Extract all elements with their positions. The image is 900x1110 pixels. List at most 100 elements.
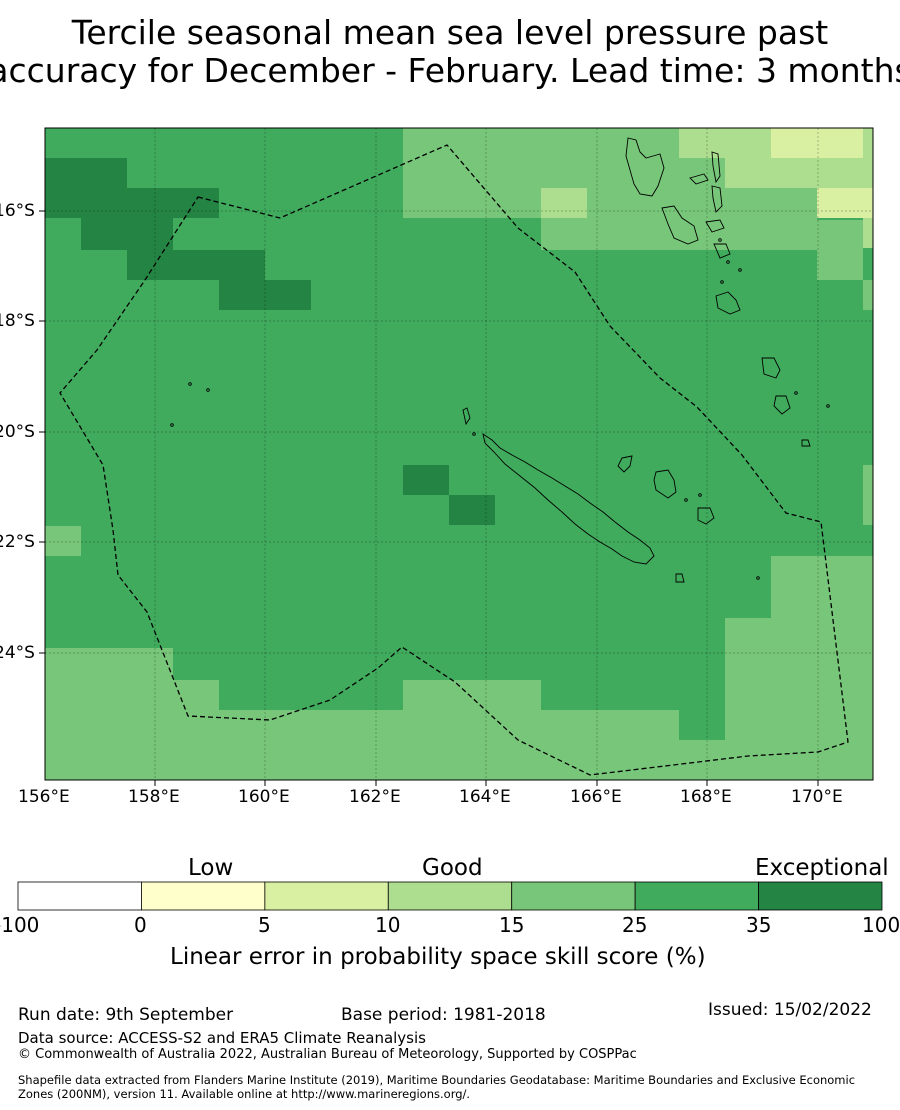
skill-grid xyxy=(45,128,873,780)
colorbar-swatch xyxy=(634,881,759,911)
skill-cell xyxy=(863,128,873,188)
islet xyxy=(684,498,688,502)
islet xyxy=(826,404,830,408)
islet xyxy=(738,268,742,272)
skill-cell xyxy=(863,587,873,780)
map-frame xyxy=(44,127,874,781)
colorbar-swatch xyxy=(758,881,883,911)
islet xyxy=(720,280,724,284)
shapefile-credit-2: Zones (200NM), version 11. Available onl… xyxy=(18,1087,471,1101)
vanuatu-ambae-coast xyxy=(689,173,709,185)
shapefile-credit-1: Shapefile data extracted from Flanders M… xyxy=(18,1073,856,1087)
lat-label-16s: 16°S xyxy=(0,201,35,221)
loyalty-island-1-coast xyxy=(617,455,633,473)
colorbar-tick: 35 xyxy=(746,913,772,937)
run-date: Run date: 9th September xyxy=(18,1005,234,1025)
coastlines xyxy=(170,137,830,583)
islet xyxy=(794,391,798,395)
vanuatu-efate-coast xyxy=(715,291,741,315)
skill-cell xyxy=(45,158,127,218)
skill-cell xyxy=(403,128,541,218)
category-low: Low xyxy=(188,855,234,881)
lon-label-160e: 160°E xyxy=(238,787,290,807)
skill-cell xyxy=(45,526,81,556)
colorbar-swatch xyxy=(511,881,636,911)
islet xyxy=(188,382,192,386)
colorbar-tick: -100 xyxy=(0,913,40,937)
new-caledonia-coast xyxy=(482,433,655,565)
loyalty-island-3-coast xyxy=(697,507,715,525)
lon-label-156e: 156°E xyxy=(18,787,70,807)
skill-cell xyxy=(127,250,265,280)
skill-cell xyxy=(173,680,219,780)
colorbar xyxy=(17,881,883,911)
skill-cell xyxy=(771,128,863,158)
belep-island-coast xyxy=(462,407,471,426)
skill-cell xyxy=(817,158,863,188)
copyright: © Commonwealth of Australia 2022, Austra… xyxy=(18,1047,637,1062)
chart-title-line-2: accuracy for December - February. Lead t… xyxy=(0,51,900,90)
skill-cell xyxy=(449,495,495,525)
lat-label-22s: 22°S xyxy=(0,532,35,552)
skill-cell xyxy=(219,280,311,310)
colorbar-tick: 10 xyxy=(375,913,401,937)
islet xyxy=(718,238,722,242)
lon-label-168e: 168°E xyxy=(680,787,732,807)
colorbar-swatch xyxy=(387,881,513,911)
islet xyxy=(472,432,476,436)
islet xyxy=(206,388,210,392)
colorbar-tick: 0 xyxy=(134,913,147,937)
lat-label-20s: 20°S xyxy=(0,422,35,442)
skill-cell xyxy=(541,188,587,218)
skill-cell xyxy=(863,218,873,248)
skill-cell xyxy=(679,128,771,158)
lon-label-158e: 158°E xyxy=(128,787,180,807)
skill-cell xyxy=(81,218,173,250)
skill-cell xyxy=(45,648,173,780)
issued-date: Issued: 15/02/2022 xyxy=(708,1000,872,1020)
skill-cell xyxy=(725,618,771,780)
lon-label-170e: 170°E xyxy=(791,787,843,807)
lon-label-164e: 164°E xyxy=(459,787,511,807)
colorbar-tick: 5 xyxy=(258,913,271,937)
lon-label-166e: 166°E xyxy=(570,787,622,807)
skill-cell xyxy=(679,740,725,780)
islet xyxy=(756,576,760,580)
skill-cell xyxy=(863,465,873,525)
colorbar-tick: 25 xyxy=(622,913,648,937)
skill-cell xyxy=(725,158,817,188)
skill-cell xyxy=(541,710,679,780)
skill-cell xyxy=(863,280,873,310)
vanuatu-espiritu-santo-coast xyxy=(625,137,665,197)
graticule xyxy=(45,128,873,780)
lat-label-24s: 24°S xyxy=(0,643,35,663)
vanuatu-ambrym-coast xyxy=(705,219,725,233)
islet xyxy=(698,493,702,497)
category-good: Good xyxy=(422,855,483,881)
skill-cell xyxy=(403,680,541,780)
vanuatu-epi-coast xyxy=(713,243,731,259)
skill-cell xyxy=(219,710,403,780)
vanuatu-maewo-coast xyxy=(711,151,721,184)
isle-of-pines-coast xyxy=(675,573,685,583)
skill-cell xyxy=(863,188,873,218)
loyalty-island-2-coast xyxy=(653,469,677,499)
skill-cell xyxy=(771,556,873,780)
data-source: Data source: ACCESS-S2 and ERA5 Climate … xyxy=(18,1029,426,1047)
colorbar-swatch xyxy=(141,881,266,911)
vanuatu-tanna-coast xyxy=(773,395,791,415)
colorbar-tick: 100 xyxy=(862,913,900,937)
category-exceptional: Exceptional xyxy=(755,855,889,881)
colorbar-swatch xyxy=(17,881,142,911)
skill-cell xyxy=(817,188,863,218)
chart-title-line-1: Tercile seasonal mean sea level pressure… xyxy=(71,13,829,52)
eez-boundary xyxy=(59,144,849,776)
lon-label-162e: 162°E xyxy=(349,787,401,807)
skill-cell xyxy=(817,220,863,280)
islet xyxy=(726,260,730,264)
walpole-island-coast xyxy=(801,439,811,447)
colorbar-tick: 15 xyxy=(499,913,525,937)
islet xyxy=(170,423,174,427)
skill-cell xyxy=(403,465,449,495)
